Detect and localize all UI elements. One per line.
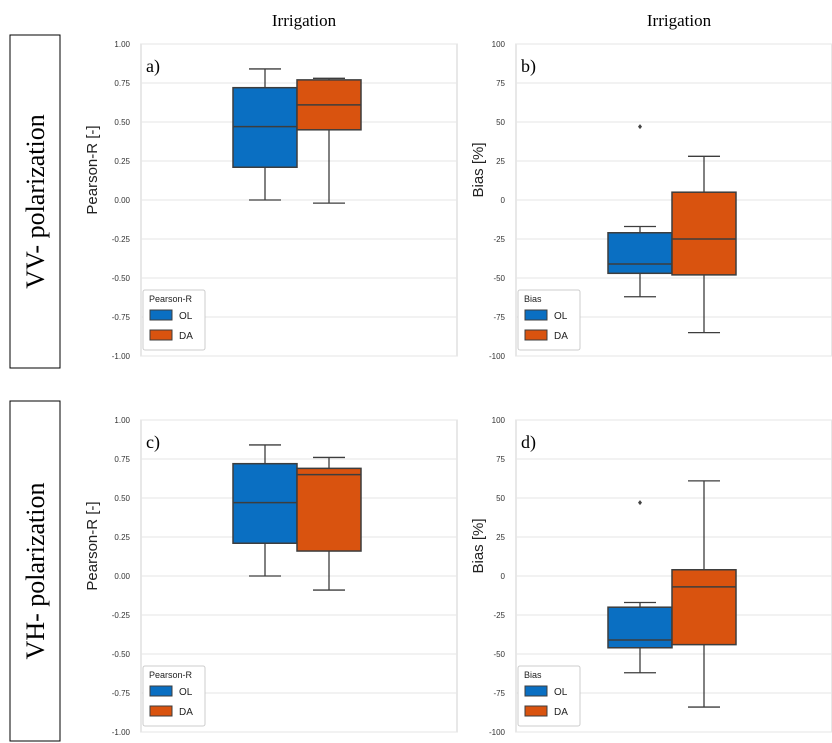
outlier-point <box>638 500 642 506</box>
y-tick-label: 0.75 <box>114 455 130 464</box>
legend: Bias OL DA <box>517 665 581 727</box>
row-label-box <box>9 400 61 742</box>
iqr-box <box>671 569 737 646</box>
legend-swatch <box>149 685 173 697</box>
legend-swatch <box>524 705 548 717</box>
legend-entry-label: DA <box>179 331 193 342</box>
y-tick-label: -0.25 <box>112 611 131 620</box>
legend-swatch <box>524 309 548 321</box>
legend: Pearson-R OL DA <box>142 289 206 351</box>
chart-panel-c: 1.00 0.75 0.50 0.25 0.00 -0.25 -0.50 -0.75 -1.00… <box>84 416 458 737</box>
legend-entry-label: DA <box>179 707 193 718</box>
y-tick-label: -25 <box>493 235 505 244</box>
box-ol <box>607 500 673 674</box>
y-tick-label: 100 <box>492 40 506 49</box>
y-tick-label: -1.00 <box>112 352 131 361</box>
panel-title: Irrigation <box>272 11 337 30</box>
row-label-group-2: VH- polarization <box>9 400 61 742</box>
legend-swatch <box>524 685 548 697</box>
y-tick-label: -100 <box>489 352 506 361</box>
box-da <box>296 77 362 204</box>
y-tick-label: -75 <box>493 689 505 698</box>
box-da <box>671 480 737 708</box>
y-tick-label: -0.75 <box>112 313 131 322</box>
outlier-point <box>638 124 642 130</box>
y-tick-label: 0.00 <box>114 196 130 205</box>
y-tick-label: 50 <box>496 494 505 503</box>
legend-entry-label: OL <box>554 311 568 322</box>
legend-swatch <box>149 309 173 321</box>
panel-title: Irrigation <box>647 11 712 30</box>
panel-letter-label: c) <box>146 432 160 453</box>
y-tick-label: 1.00 <box>114 40 130 49</box>
legend-entry-label: OL <box>554 687 568 698</box>
legend-entry-label: OL <box>179 687 193 698</box>
legend-title: Bias <box>524 294 542 304</box>
box-ol <box>232 68 298 201</box>
legend-swatch <box>524 329 548 341</box>
y-tick-label: 0 <box>501 196 506 205</box>
y-tick-label: 0.50 <box>114 494 130 503</box>
chart-panel-b: 100 75 50 25 0 -25 -50 -75 -100 Bias [%] Irrigatio… <box>470 11 832 361</box>
y-tick-label: 75 <box>496 79 505 88</box>
iqr-box <box>607 232 673 275</box>
y-tick-label: 0.75 <box>114 79 130 88</box>
y-tick-label: -0.75 <box>112 689 131 698</box>
row-label-group-1: VV- polarization <box>9 34 61 369</box>
legend-entry-label: DA <box>554 331 568 342</box>
y-tick-label: 1.00 <box>114 416 130 425</box>
y-tick-label: -75 <box>493 313 505 322</box>
legend-swatch <box>149 705 173 717</box>
panel-letter-label: d) <box>521 432 536 453</box>
legend-entry-label: OL <box>179 311 193 322</box>
y-tick-label: -25 <box>493 611 505 620</box>
y-tick-label: -0.50 <box>112 274 131 283</box>
y-tick-label: 0.50 <box>114 118 130 127</box>
legend-swatch <box>149 329 173 341</box>
legend-title: Bias <box>524 670 542 680</box>
chart-panel-d: 100 75 50 25 0 -25 -50 -75 -100 Bias [%] d) Bias OL D… <box>470 416 832 737</box>
iqr-box <box>232 86 298 168</box>
y-tick-label: 25 <box>496 157 505 166</box>
y-tick-label: -100 <box>489 728 506 737</box>
row-label: VV- polarization <box>21 114 50 289</box>
legend-title: Pearson-R <box>149 670 193 680</box>
y-tick-label: -50 <box>493 650 505 659</box>
y-tick-label: -50 <box>493 274 505 283</box>
chart-panel-a: 1.00 0.75 0.50 0.25 0.00 -0.25 -0.50 -0.75 -1.00… <box>84 11 458 361</box>
y-axis-label: Pearson-R [-] <box>84 125 101 214</box>
iqr-box <box>671 191 737 276</box>
iqr-box <box>232 462 298 544</box>
row-label: VH- polarization <box>21 483 50 660</box>
y-tick-label: 0 <box>501 572 506 581</box>
y-tick-label: 75 <box>496 455 505 464</box>
panel-letter-label: a) <box>146 56 160 77</box>
y-tick-label: 50 <box>496 118 505 127</box>
legend: Bias OL DA <box>517 289 581 351</box>
y-tick-label: 100 <box>492 416 506 425</box>
y-tick-label: 0.00 <box>114 572 130 581</box>
panel-letter-label: b) <box>521 56 536 77</box>
iqr-box <box>296 467 362 552</box>
row-label-box <box>9 34 61 369</box>
y-tick-label: 0.25 <box>114 533 130 542</box>
legend: Pearson-R OL DA <box>142 665 206 727</box>
y-tick-label: -0.50 <box>112 650 131 659</box>
box-da <box>296 456 362 591</box>
legend-entry-label: DA <box>554 707 568 718</box>
y-axis-label: Bias [%] <box>470 518 487 573</box>
legend-title: Pearson-R <box>149 294 193 304</box>
y-axis-label: Bias [%] <box>470 142 487 197</box>
box-ol <box>232 444 298 577</box>
iqr-box <box>607 606 673 649</box>
y-tick-label: -1.00 <box>112 728 131 737</box>
box-da <box>671 155 737 334</box>
y-tick-label: 25 <box>496 533 505 542</box>
y-tick-label: -0.25 <box>112 235 131 244</box>
y-axis-label: Pearson-R [-] <box>84 501 101 590</box>
y-tick-label: 0.25 <box>114 157 130 166</box>
